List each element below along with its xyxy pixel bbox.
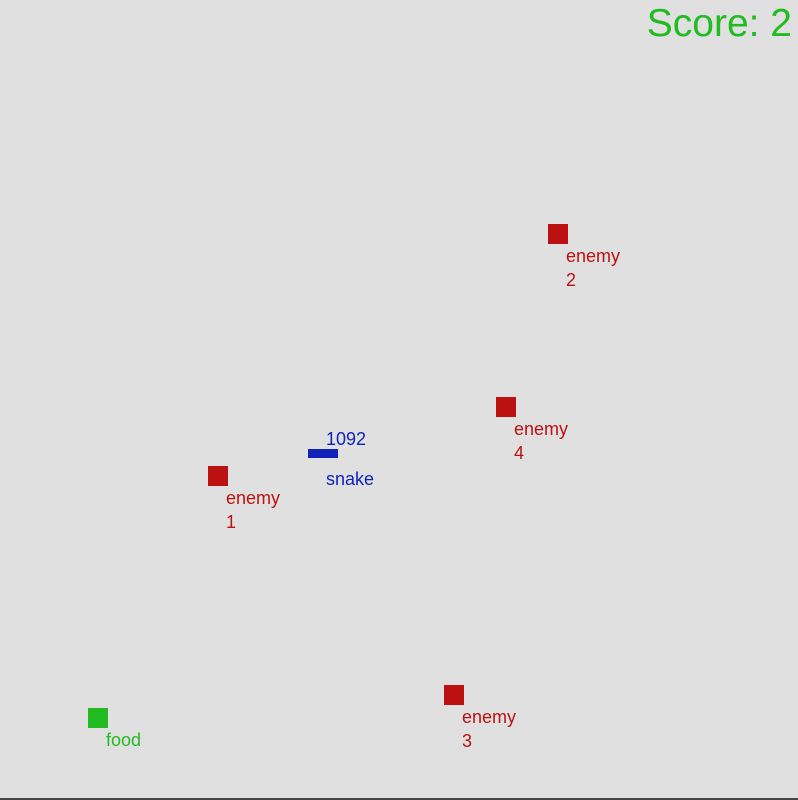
enemy-3-label: enemy 3 xyxy=(462,705,516,753)
snake-label: snake xyxy=(326,469,375,489)
enemy-1-label: enemy 1 xyxy=(226,486,280,534)
enemy-1-label-number: 1 xyxy=(226,512,237,532)
enemy-4-label-word: enemy xyxy=(514,419,569,439)
enemy-2-label: enemy 2 xyxy=(566,244,620,292)
enemy-4-label-number: 4 xyxy=(514,443,525,463)
food-tile xyxy=(88,708,108,728)
enemy-3-tile xyxy=(444,685,464,705)
enemy-3-label-word: enemy xyxy=(462,707,517,727)
enemy-2-label-word: enemy xyxy=(566,246,621,266)
snake-counter: 1092 xyxy=(326,429,367,449)
enemy-4-label: enemy 4 xyxy=(514,417,568,465)
enemy-2-label-number: 2 xyxy=(566,270,577,290)
enemy-4-tile xyxy=(496,397,516,417)
enemy-3-label-number: 3 xyxy=(462,731,473,751)
food-label: food xyxy=(106,730,142,750)
snake-body xyxy=(308,449,338,458)
enemy-1-tile xyxy=(208,466,228,486)
score-display: Score: 2 xyxy=(646,2,792,45)
enemy-1-label-word: enemy xyxy=(226,488,281,508)
enemy-2-tile xyxy=(548,224,568,244)
